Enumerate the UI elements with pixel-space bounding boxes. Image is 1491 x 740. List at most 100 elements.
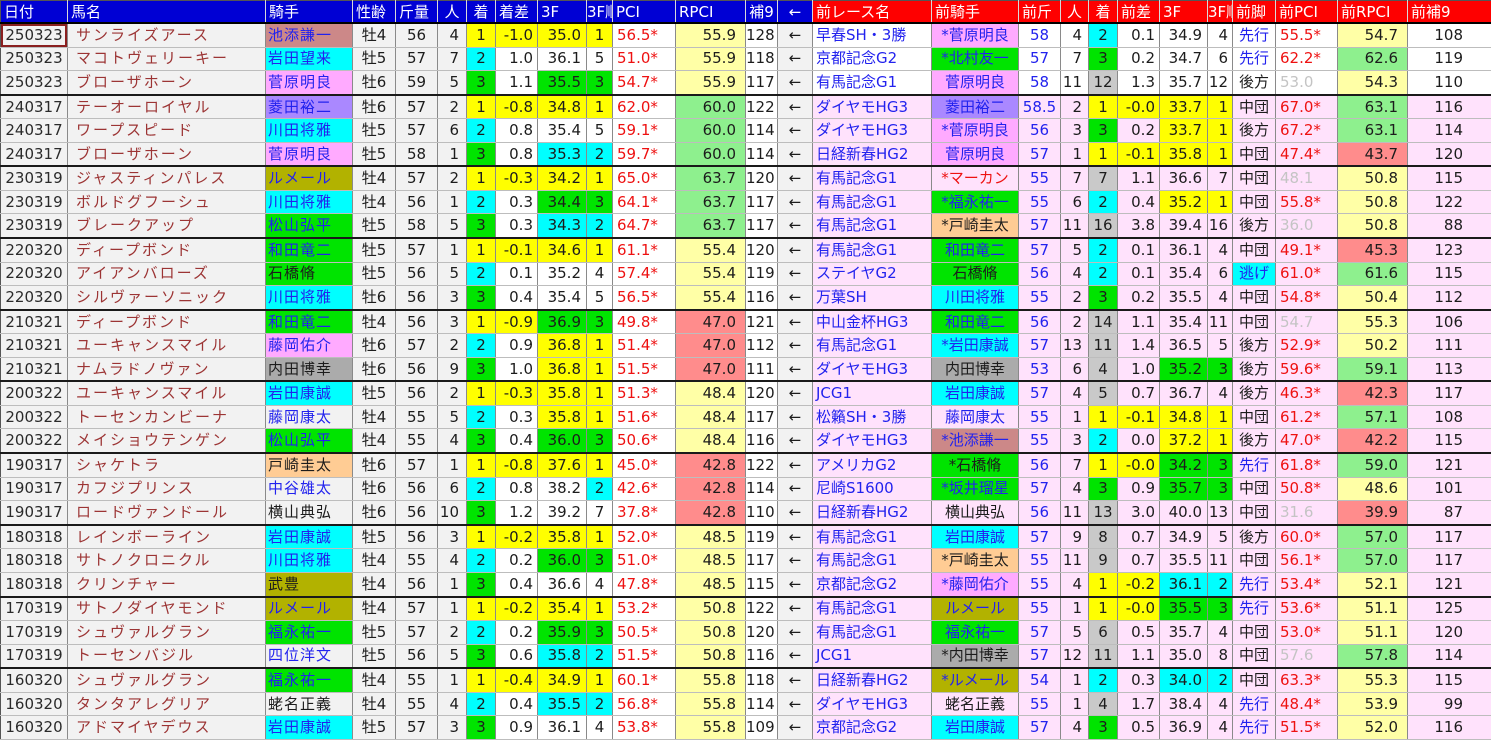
rpci-cell[interactable]: 48.4 xyxy=(675,381,746,407)
prev-weight-cell[interactable]: 55 xyxy=(1018,596,1061,622)
last3f-cell[interactable]: 37.6 xyxy=(537,453,587,478)
finish-cell[interactable]: 1 xyxy=(466,23,496,48)
prev-style-cell[interactable]: 後方 xyxy=(1232,70,1276,96)
finish-cell[interactable]: 1 xyxy=(466,381,496,407)
prev-style-cell[interactable]: 後方 xyxy=(1232,213,1276,240)
prev-last3f-rank-cell[interactable]: 2 xyxy=(1207,572,1233,598)
margin-cell[interactable]: 0.9 xyxy=(495,715,538,740)
hosei9-cell[interactable]: 122 xyxy=(745,94,778,120)
prev-jockey-cell[interactable]: *岩田康誠 xyxy=(931,333,1019,358)
prev-last3f-rank-cell[interactable]: 13 xyxy=(1207,500,1233,526)
last3f-cell[interactable]: 35.5 xyxy=(537,692,587,717)
prev-hosei9-cell[interactable]: 119 xyxy=(1407,47,1491,72)
horse-name-cell[interactable]: テーオーロイヤル xyxy=(67,94,266,120)
margin-cell[interactable]: -0.8 xyxy=(495,453,538,478)
sex-age-cell[interactable]: 牡4 xyxy=(352,596,396,622)
sex-age-cell[interactable]: 牡6 xyxy=(352,453,396,478)
finish-cell[interactable]: 1 xyxy=(466,524,496,550)
prev-last3f-cell[interactable]: 34.9 xyxy=(1159,524,1208,550)
prev-finish-cell[interactable]: 1 xyxy=(1088,572,1118,598)
last3f-rank-cell[interactable]: 5 xyxy=(586,47,613,72)
prev-race-cell[interactable]: 万葉SH xyxy=(812,285,932,311)
horse-name-cell[interactable]: ブローザホーン xyxy=(67,70,266,96)
last3f-rank-cell[interactable]: 1 xyxy=(586,668,613,693)
prev-weight-cell[interactable]: 57 xyxy=(1018,381,1061,407)
last3f-cell[interactable]: 35.9 xyxy=(537,620,587,645)
prev-weight-cell[interactable]: 56 xyxy=(1018,309,1061,335)
date-cell[interactable]: 230319 xyxy=(0,190,68,215)
jockey-cell[interactable]: 福永祐一 xyxy=(265,620,353,645)
hosei9-cell[interactable]: 121 xyxy=(745,309,778,335)
jockey-cell[interactable]: 藤岡佑介 xyxy=(265,333,353,358)
prev-last3f-rank-cell[interactable]: 4 xyxy=(1207,620,1233,645)
finish-cell[interactable]: 2 xyxy=(466,118,496,143)
finish-cell[interactable]: 2 xyxy=(466,333,496,358)
prev-popularity-cell[interactable]: 11 xyxy=(1060,213,1089,240)
rpci-cell[interactable]: 60.0 xyxy=(675,118,746,143)
jockey-cell[interactable]: 石橋脩 xyxy=(265,262,353,287)
prev-margin-cell[interactable]: -0.0 xyxy=(1117,596,1160,622)
prev-last3f-rank-cell[interactable]: 4 xyxy=(1207,238,1233,263)
prev-weight-cell[interactable]: 55 xyxy=(1018,692,1061,717)
prev-finish-cell[interactable]: 2 xyxy=(1088,190,1118,215)
sex-age-cell[interactable]: 牡5 xyxy=(352,262,396,287)
prev-margin-cell[interactable]: 1.7 xyxy=(1117,692,1160,717)
jockey-cell[interactable]: 川田将雅 xyxy=(265,285,353,311)
pci-cell[interactable]: 53.2* xyxy=(612,596,676,622)
pci-cell[interactable]: 59.1* xyxy=(612,118,676,143)
margin-cell[interactable]: -0.3 xyxy=(495,381,538,407)
last3f-rank-cell[interactable]: 1 xyxy=(586,94,613,120)
weight-cell[interactable]: 55 xyxy=(395,428,438,455)
prev-jockey-cell[interactable]: 川田将雅 xyxy=(931,285,1019,311)
finish-cell[interactable]: 3 xyxy=(466,213,496,240)
horse-name-cell[interactable]: シャケトラ xyxy=(67,453,266,478)
pci-cell[interactable]: 54.7* xyxy=(612,70,676,96)
last3f-cell[interactable]: 36.9 xyxy=(537,309,587,335)
prev-hosei9-cell[interactable]: 116 xyxy=(1407,94,1491,120)
prev-pci-cell[interactable]: 55.5* xyxy=(1275,23,1338,48)
pci-cell[interactable]: 57.4* xyxy=(612,262,676,287)
hosei9-cell[interactable]: 112 xyxy=(745,333,778,358)
last3f-rank-cell[interactable]: 1 xyxy=(586,23,613,48)
prev-popularity-cell[interactable]: 12 xyxy=(1060,644,1089,670)
prev-rpci-cell[interactable]: 57.0 xyxy=(1337,548,1408,573)
prev-style-cell[interactable]: 後方 xyxy=(1232,428,1276,455)
prev-pci-cell[interactable]: 47.0* xyxy=(1275,428,1338,455)
sex-age-cell[interactable]: 牡4 xyxy=(352,548,396,573)
popularity-cell[interactable]: 2 xyxy=(437,166,467,192)
prev-finish-cell[interactable]: 2 xyxy=(1088,262,1118,287)
prev-pci-cell[interactable]: 52.9* xyxy=(1275,333,1338,358)
sex-age-cell[interactable]: 牡5 xyxy=(352,118,396,143)
hosei9-cell[interactable]: 114 xyxy=(745,477,778,502)
prev-hosei9-cell[interactable]: 123 xyxy=(1407,238,1491,263)
sex-age-cell[interactable]: 牡4 xyxy=(352,190,396,215)
prev-race-cell[interactable]: 日経新春HG2 xyxy=(812,142,932,168)
pci-cell[interactable]: 45.0* xyxy=(612,453,676,478)
prev-jockey-cell[interactable]: *福永祐一 xyxy=(931,190,1019,215)
arrow-cell[interactable]: ← xyxy=(777,596,813,622)
prev-style-cell[interactable]: 先行 xyxy=(1232,692,1276,717)
prev-popularity-cell[interactable]: 6 xyxy=(1060,190,1089,215)
prev-hosei9-cell[interactable]: 125 xyxy=(1407,596,1491,622)
last3f-cell[interactable]: 35.3 xyxy=(537,142,587,168)
prev-finish-cell[interactable]: 2 xyxy=(1088,668,1118,693)
prev-style-cell[interactable]: 中団 xyxy=(1232,620,1276,645)
popularity-cell[interactable]: 1 xyxy=(437,142,467,168)
prev-last3f-rank-cell[interactable]: 3 xyxy=(1207,453,1233,478)
prev-last3f-cell[interactable]: 35.2 xyxy=(1159,357,1208,383)
last3f-cell[interactable]: 35.4 xyxy=(537,596,587,622)
prev-rpci-cell[interactable]: 51.1 xyxy=(1337,620,1408,645)
weight-cell[interactable]: 56 xyxy=(395,500,438,526)
date-cell[interactable]: 200322 xyxy=(0,381,68,407)
prev-margin-cell[interactable]: 0.2 xyxy=(1117,118,1160,143)
prev-hosei9-cell[interactable]: 114 xyxy=(1407,644,1491,670)
prev-race-cell[interactable]: 松籟SH・3勝 xyxy=(812,405,932,430)
prev-popularity-cell[interactable]: 3 xyxy=(1060,118,1089,143)
popularity-cell[interactable]: 4 xyxy=(437,428,467,455)
rpci-cell[interactable]: 48.4 xyxy=(675,405,746,430)
rpci-cell[interactable]: 47.0 xyxy=(675,333,746,358)
jockey-cell[interactable]: 菱田裕二 xyxy=(265,94,353,120)
prev-hosei9-cell[interactable]: 113 xyxy=(1407,357,1491,383)
prev-pci-cell[interactable]: 36.0 xyxy=(1275,213,1338,240)
sex-age-cell[interactable]: 牡5 xyxy=(352,644,396,670)
